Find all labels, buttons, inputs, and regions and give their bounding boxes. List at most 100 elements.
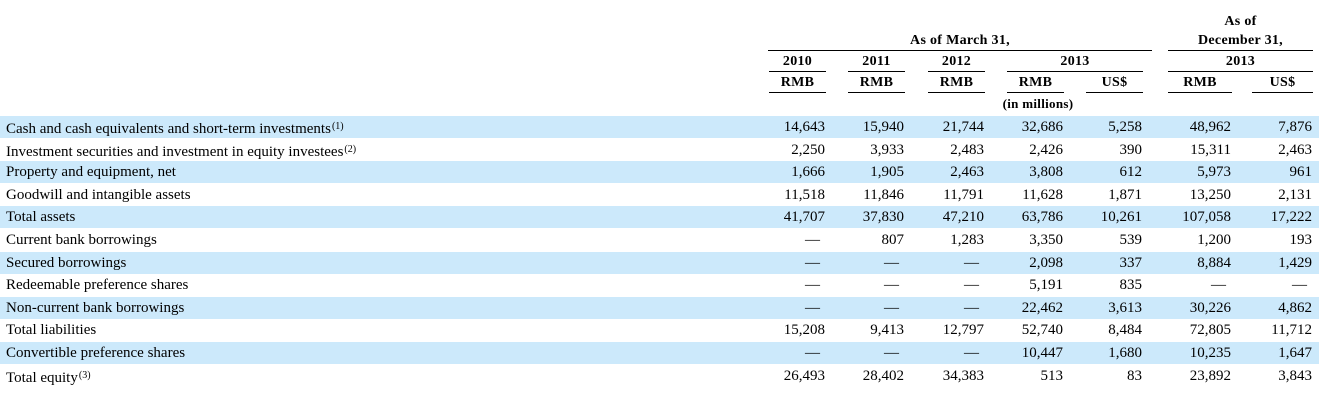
row-label-text: Property and equipment, net [6,164,176,181]
cell-dec2013-rmb: 23,892 [1189,367,1231,384]
currency-rule-2011 [848,92,905,93]
cell-2011-rmb: — [884,345,899,361]
row-label-text: Total liabilities [6,322,97,339]
row-label-text: Redeemable preference shares [6,277,189,294]
cell-2013-rmb: 52,740 [1021,322,1063,339]
header-as-of-march: As of March 31, [910,33,1010,48]
cell-2010-rmb: 41,707 [783,209,825,226]
cell-2013-rmb: 513 [1040,367,1064,384]
cell-2012-rmb: 2,463 [950,164,984,181]
year-2012: 2012 [941,54,972,69]
row-label: Goodwill and intangible assets [6,184,191,206]
cell-dec2013-usd: — [1292,277,1307,294]
cell-2011-rmb: — [884,277,899,294]
row-label-text: Goodwill and intangible assets [6,186,191,203]
cell-dec2013-rmb: 107,058 [1182,209,1231,226]
cell-2013-rmb: 22,462 [1021,299,1063,316]
cell-dec2013-usd: 3,843 [1278,367,1312,384]
cell-2011-rmb: 37,830 [862,209,904,226]
cell-dec2013-rmb: 10,235 [1189,345,1231,361]
cell-2013-usd: 539 [1119,232,1143,248]
cell-dec2013-rmb: 13,250 [1189,186,1231,203]
row-label: Convertible preference shares [6,342,185,364]
cell-dec2013-usd: 17,222 [1270,209,1312,226]
cell-2012-rmb: 1,283 [950,232,984,248]
cell-2010-rmb: — [805,254,820,271]
cell-2010-rmb: 2,250 [791,141,825,158]
row-label-text: Cash and cash equivalents and short-term… [6,121,331,137]
table-row: Current bank borrowings — 807 1,283 3,350 539… [0,229,1319,251]
currency-rule-dec-usd [1252,92,1313,93]
currency-rule-2012 [928,92,985,93]
row-label: Redeemable preference shares [6,274,188,296]
row-label-text: Convertible preference shares [6,345,186,361]
cell-2013-rmb: 2,098 [1029,254,1063,271]
year-2013-december: 2013 [1225,54,1256,69]
currency-rule-2013-rmb [1007,92,1064,93]
row-label: Cash and cash equivalents and short-term… [6,116,344,140]
row-label: Total liabilities [6,319,96,341]
currency-rule-2013-usd [1086,92,1143,93]
header-as-of-december-line2: December 31, [1198,33,1283,48]
cell-2013-usd: 390 [1119,141,1143,158]
cell-2010-rmb: — [805,299,820,316]
footnote-marker: (1) [331,121,344,132]
cell-2012-rmb: 2,483 [950,141,984,158]
cell-2012-rmb: 11,791 [943,186,984,203]
cell-dec2013-rmb: 30,226 [1189,299,1231,316]
row-label: Secured borrowings [6,252,126,274]
cell-dec2013-usd: 7,876 [1278,119,1312,135]
cell-2011-rmb: 11,846 [863,186,904,203]
cell-dec2013-usd: 11,712 [1271,322,1312,339]
currency-2012: RMB [939,75,974,90]
cell-dec2013-rmb: 1,200 [1197,232,1231,248]
cell-dec2013-rmb: 8,884 [1197,254,1231,271]
cell-2013-rmb: 32,686 [1021,119,1063,135]
table-row: Total liabilities 15,208 9,413 12,797 52,740… [0,319,1319,341]
row-label: Property and equipment, net [6,161,176,183]
cell-dec2013-rmb: 72,805 [1189,322,1231,339]
cell-2013-usd: 835 [1119,277,1143,294]
row-label: Total equity(3) [6,365,91,389]
cell-2010-rmb: — [805,277,820,294]
header-rule-march [768,50,1152,51]
table-row: Cash and cash equivalents and short-term… [0,116,1319,138]
cell-2012-rmb: — [964,254,979,271]
row-label-text: Investment securities and investment in … [6,143,344,160]
cell-2013-usd: 612 [1119,164,1143,181]
row-label: Total assets [6,206,75,228]
year-rule-2011 [848,71,905,72]
row-label: Current bank borrowings [6,229,157,251]
table-row: Non-current bank borrowings — — — 22,462 3,61… [0,296,1319,319]
cell-dec2013-usd: 2,131 [1278,186,1312,203]
currency-2010: RMB [780,75,815,90]
cell-2011-rmb: 28,402 [862,367,904,384]
row-label: Non-current bank borrowings [6,297,184,319]
currency-2013-usd: US$ [1101,75,1128,90]
cell-2013-usd: 1,680 [1108,345,1142,361]
year-rule-2012 [928,71,985,72]
cell-2013-usd: 3,613 [1108,299,1142,316]
cell-2013-rmb: 5,191 [1029,277,1063,294]
row-label-text: Total assets [6,209,76,226]
cell-2013-rmb: 3,350 [1029,232,1063,248]
year-2011: 2011 [862,54,891,69]
cell-2012-rmb: — [964,345,979,361]
cell-dec2013-usd: 1,429 [1278,254,1312,271]
year-rule-2013-march [1007,71,1143,72]
year-2010: 2010 [782,54,813,69]
cell-2010-rmb: — [805,232,820,248]
cell-dec2013-usd: 193 [1289,232,1313,248]
cell-2010-rmb: 1,666 [791,164,825,181]
row-label-text: Non-current bank borrowings [6,299,185,316]
cell-dec2013-rmb: 15,311 [1190,141,1231,158]
units-label: (in millions) [1002,96,1074,111]
cell-2011-rmb: 807 [881,232,905,248]
year-rule-2010 [769,71,826,72]
cell-dec2013-rmb: 48,962 [1189,119,1231,135]
cell-dec2013-usd: 2,463 [1278,141,1312,158]
cell-dec2013-usd: 4,862 [1278,299,1312,316]
row-label-text: Total equity [6,369,78,386]
cell-2013-usd: 10,261 [1100,209,1142,226]
cell-2013-usd: 1,871 [1108,186,1142,203]
